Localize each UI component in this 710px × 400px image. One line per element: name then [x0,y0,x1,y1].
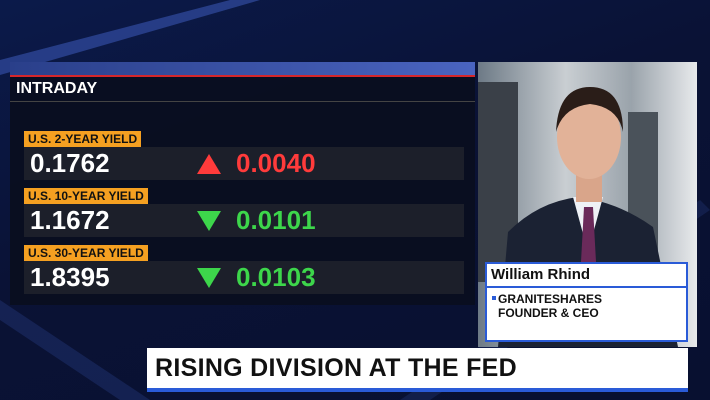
row-label: U.S. 10-YEAR YIELD [24,188,148,204]
arrow-shape [197,154,221,174]
panel-divider [10,101,475,102]
lower-third [147,348,688,392]
guest-company: GRANITESHARES [498,292,603,306]
panel-header-bar [10,62,475,75]
guest-name: William Rhind [491,266,591,283]
panel-title: INTRADAY [16,80,98,97]
panel-accent [10,75,475,77]
row-bar [24,261,464,294]
row-label: U.S. 2-YEAR YIELD [24,131,142,147]
card-bullet [492,296,496,300]
direction-arrow [197,154,221,174]
headline: RISING DIVISION AT THE FED [155,354,517,382]
row-change: 0.0040 [236,148,316,178]
card-divider [487,286,686,288]
row-change: 0.0103 [236,262,316,292]
row-value: 1.1672 [30,205,110,235]
row-label: U.S. 30-YEAR YIELD [24,245,148,261]
guest-role: FOUNDER & CEO [498,306,599,320]
row-value: 0.1762 [30,148,110,178]
row-bar [24,147,464,180]
arrow-shape [197,211,221,231]
row-bar [24,204,464,237]
direction-arrow [197,211,221,231]
row-change: 0.0101 [236,205,316,235]
direction-arrow [197,268,221,288]
name-card [485,262,688,342]
arrow-shape [197,268,221,288]
row-value: 1.8395 [30,262,110,292]
